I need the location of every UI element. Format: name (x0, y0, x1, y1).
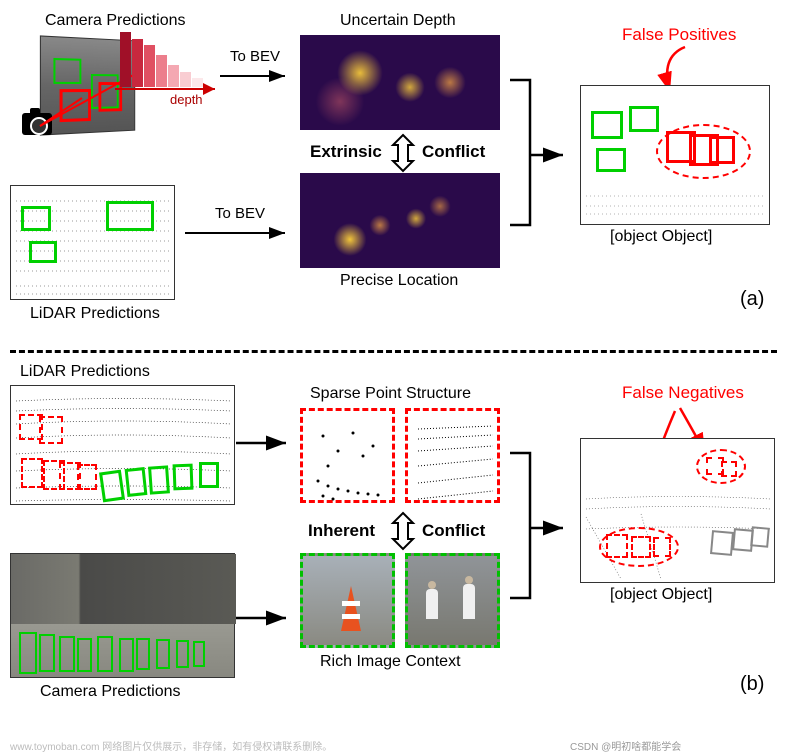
lidar-image-b (10, 385, 235, 505)
camera-predictions-label: Camera Predictions (45, 12, 186, 30)
lidar-predictions-label-a: LiDAR Predictions (30, 305, 160, 323)
panel-b-letter: (b) (740, 673, 764, 696)
conflict-label-b: Conflict (422, 521, 485, 541)
fusion-g2 (629, 106, 659, 132)
watermark-right: CSDN @明初啥都能学会 (570, 738, 681, 753)
camera-predictions-label-b: Camera Predictions (40, 683, 181, 701)
cam-b-g4 (77, 638, 92, 672)
bar-2 (132, 39, 143, 87)
cam-b-g10 (193, 641, 205, 667)
rich-box-2 (405, 553, 500, 648)
cam-b-g9 (176, 640, 189, 668)
cam-b-g7 (136, 638, 150, 670)
conflict-updown-arrow-b (388, 511, 418, 551)
false-negatives-label: False Negatives (622, 383, 744, 403)
arrow-lidar-sparse (236, 433, 296, 453)
fusion-b-gr3 (750, 526, 770, 547)
extrinsic-label: Extrinsic (310, 142, 382, 162)
to-bev-arrow-1 (220, 66, 295, 86)
sparse-label: Sparse Point Structure (310, 385, 471, 403)
precise-location-label: Precise Location (340, 272, 458, 290)
cam-b-g2 (39, 634, 55, 672)
bracket-arrow-a (505, 70, 575, 240)
fusion-predictions-label-a: [object Object] (610, 228, 712, 246)
fusion-points-b (581, 439, 776, 584)
heatmap-precise (300, 173, 500, 268)
lidar-b-g4 (173, 464, 194, 491)
lidar-b-g3 (148, 465, 170, 494)
cam-b-g6 (119, 638, 134, 672)
fusion-b-rd5 (653, 537, 671, 557)
heatmap-uncertain (300, 35, 500, 130)
sparse-box-1 (300, 408, 395, 503)
cam-b-g3 (59, 636, 75, 672)
fusion-b-rd2 (721, 461, 737, 477)
inherent-label: Inherent (308, 521, 375, 541)
cam-b-g1 (19, 632, 37, 674)
fp-ellipse (656, 124, 751, 179)
bar-1 (120, 32, 131, 87)
bar-6 (180, 72, 191, 87)
lidar-b-rd2 (39, 416, 63, 444)
rich-box-1 (300, 553, 395, 648)
cam-b-g8 (156, 639, 170, 669)
to-bev-arrow-2 (185, 223, 295, 243)
panel-b: LiDAR Predictions (10, 350, 777, 730)
fusion-g1 (591, 111, 623, 139)
fusion-b-rd3 (606, 534, 628, 558)
lidar-bbox-2 (29, 241, 57, 263)
depth-barchart (120, 32, 203, 87)
depth-axis-label: depth (170, 92, 203, 107)
lidar-b-rd3 (21, 458, 43, 488)
to-bev-label-1: To BEV (230, 48, 280, 65)
lidar-b-g2 (125, 467, 148, 497)
fusion-b-rd4 (631, 536, 651, 558)
watermark-left: www.toymoban.com 网络图片仅供展示，非存储，如有侵权请联系删除。 (10, 738, 332, 753)
lidar-bbox-1 (21, 206, 51, 231)
fusion-b-gr1 (710, 530, 734, 556)
cam-b-g5 (97, 636, 113, 672)
fusion-image-b (580, 438, 775, 583)
fusion-predictions-label-b: [object Object] (610, 586, 712, 604)
lidar-image-a (10, 185, 175, 300)
conflict-label-a: Conflict (422, 142, 485, 162)
bracket-arrow-b (505, 443, 575, 613)
lidar-bbox-3 (106, 201, 154, 231)
bar-4 (156, 55, 167, 87)
rich-context-label: Rich Image Context (320, 653, 461, 671)
fusion-g3 (596, 148, 626, 172)
sparse-dots-1 (303, 411, 398, 506)
uncertain-depth-label: Uncertain Depth (340, 12, 456, 30)
panel-a-letter: (a) (740, 288, 764, 311)
sparse-box-2 (405, 408, 500, 503)
bar-3 (144, 45, 155, 87)
fusion-image-a (580, 85, 770, 225)
panel-a: Camera Predictions depth (10, 10, 777, 350)
figure-root: Camera Predictions depth (10, 10, 777, 730)
arrow-camera-rich (236, 608, 296, 628)
lidar-b-g1 (99, 470, 125, 503)
camera-image-b (10, 553, 235, 678)
conflict-updown-arrow-a (388, 133, 418, 173)
lidar-predictions-label-b: LiDAR Predictions (20, 363, 150, 381)
bar-5 (168, 65, 179, 87)
lidar-b-rd6 (77, 464, 97, 490)
lidar-b-g5 (199, 462, 219, 488)
to-bev-label-2: To BEV (215, 205, 265, 222)
sparse-dots-2 (408, 411, 503, 506)
